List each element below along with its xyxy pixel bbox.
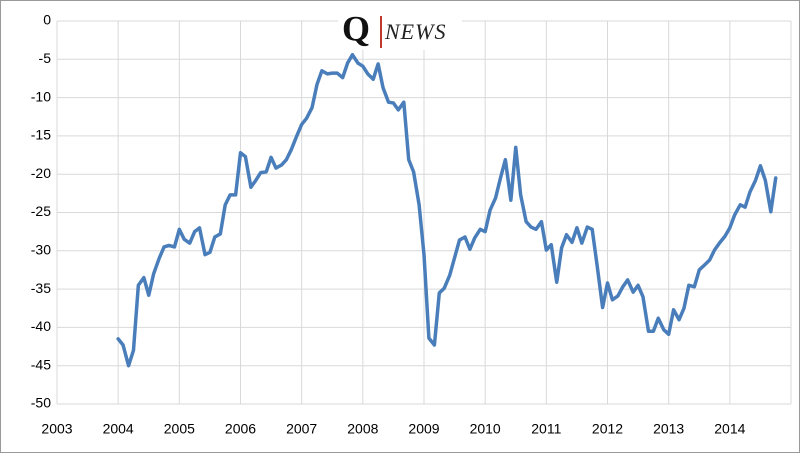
- x-tick-label: 2014: [714, 421, 745, 437]
- logo: Q NEWS: [338, 8, 462, 50]
- x-tick-label: 2003: [41, 421, 72, 437]
- x-tick-label: 2006: [225, 421, 256, 437]
- x-tick-label: 2008: [347, 421, 378, 437]
- y-tick-label: -30: [31, 242, 51, 258]
- y-tick-label: 0: [43, 12, 51, 28]
- x-tick-label: 2012: [592, 421, 623, 437]
- y-tick-label: -20: [31, 165, 51, 181]
- grid: [56, 20, 792, 405]
- y-tick-label: -10: [31, 88, 51, 104]
- y-tick-label: -40: [31, 318, 51, 334]
- x-tick-label: 2004: [103, 421, 134, 437]
- y-tick-label: -5: [39, 50, 52, 66]
- y-tick-label: -35: [31, 280, 51, 296]
- marks: [116, 52, 778, 368]
- logo-background: [338, 12, 462, 50]
- x-tick-label: 2011: [531, 421, 561, 437]
- x-tick-label: 2010: [470, 421, 501, 437]
- logo-letter: Q: [342, 8, 370, 48]
- x-tick-label: 2007: [286, 421, 317, 437]
- x-tick-label: 2013: [653, 421, 684, 437]
- data-line: [116, 52, 778, 368]
- y-tick-label: -45: [31, 356, 51, 372]
- y-tick-label: -15: [31, 127, 51, 143]
- logo-word: NEWS: [384, 19, 446, 44]
- y-tick-label: -50: [31, 395, 51, 411]
- tick-labels: 0 -5 -10 -15 -20 -25 -30 -35 -40 -45 -50 2003 2004 20…: [31, 12, 746, 437]
- y-tick-label: -25: [31, 203, 51, 219]
- x-tick-label: 2009: [408, 421, 439, 437]
- x-tick-label: 2005: [164, 421, 195, 437]
